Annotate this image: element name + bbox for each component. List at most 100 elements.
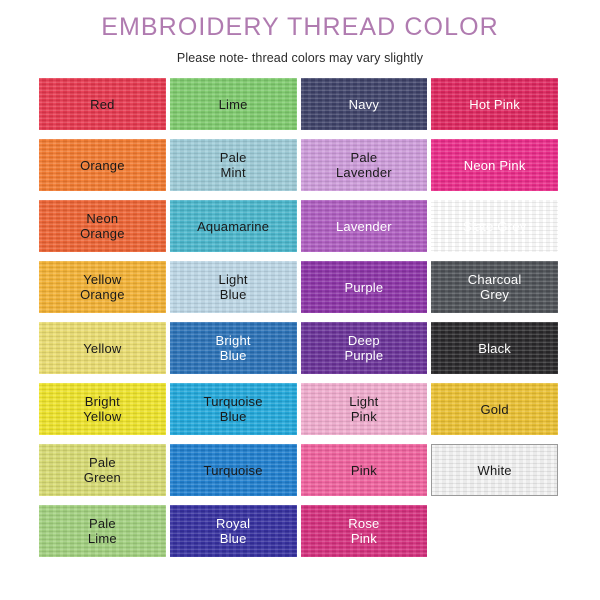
color-swatch[interactable]: Pink bbox=[300, 444, 428, 496]
swatch-label: Red bbox=[90, 96, 115, 112]
swatch-fill bbox=[169, 139, 297, 191]
color-swatch[interactable]: Charcoal Grey bbox=[431, 261, 558, 313]
swatch-fill bbox=[169, 322, 297, 374]
swatch-fill bbox=[431, 322, 558, 374]
swatch-label: Pink bbox=[350, 462, 377, 478]
page-subtitle: Please note- thread colors may vary slig… bbox=[176, 50, 424, 65]
swatch-fill bbox=[39, 322, 166, 374]
swatch-fill bbox=[300, 383, 428, 435]
swatch-label: Yellow bbox=[83, 340, 122, 356]
color-swatch[interactable]: Pale Lime bbox=[39, 505, 166, 557]
swatch-label: Deep Purple bbox=[344, 333, 384, 363]
page-title: EMBROIDERY THREAD COLOR bbox=[101, 13, 499, 41]
color-swatch[interactable]: Bright Blue bbox=[169, 322, 297, 374]
swatch-label: Pale Mint bbox=[219, 150, 247, 180]
swatch-fill bbox=[39, 444, 166, 496]
swatch-label: Charcoal Grey bbox=[467, 272, 522, 302]
swatch-label: Pale Green bbox=[83, 455, 121, 485]
color-swatch[interactable]: Rose Pink bbox=[300, 505, 428, 557]
color-swatch[interactable]: Gold bbox=[431, 383, 558, 435]
swatch-label: Bright Blue bbox=[215, 333, 251, 363]
swatch-fill bbox=[39, 383, 166, 435]
color-swatch[interactable]: Purple bbox=[300, 261, 428, 313]
swatch-label: Bright Yellow bbox=[83, 394, 122, 424]
swatch-label: Hot Pink bbox=[469, 96, 520, 112]
swatch-fill bbox=[300, 322, 428, 374]
swatch-fill bbox=[300, 200, 428, 252]
swatch-cell-empty bbox=[431, 505, 558, 557]
swatch-row: Orange Pale Mint Pale Lavender Neon Pink bbox=[39, 139, 562, 200]
swatch-label: Aquamarine bbox=[197, 218, 270, 234]
color-swatch[interactable]: Light Blue bbox=[169, 261, 297, 313]
swatch-row: Yellow Orange Light Blue Purple Charcoal Gr… bbox=[39, 261, 562, 322]
swatch-fill bbox=[169, 78, 297, 130]
color-swatch[interactable]: Deep Purple bbox=[300, 322, 428, 374]
color-swatch[interactable]: Neon Orange bbox=[39, 200, 166, 252]
color-swatch[interactable]: Lime bbox=[169, 78, 297, 130]
color-swatch[interactable]: Royal Blue bbox=[169, 505, 297, 557]
swatch-row: Red Lime Navy Hot Pink bbox=[39, 78, 562, 139]
swatch-fill bbox=[431, 261, 558, 313]
color-swatch[interactable]: Hot Pink bbox=[431, 78, 558, 130]
swatch-row: Neon Orange Aquamarine Lavender Slate Grey bbox=[39, 200, 562, 261]
swatch-fill bbox=[431, 139, 558, 191]
color-swatch[interactable]: Light Pink bbox=[300, 383, 428, 435]
swatch-fill bbox=[39, 139, 166, 191]
swatch-fill bbox=[169, 505, 297, 557]
swatch-row: Pale Lime Royal Blue Rose Pink bbox=[39, 505, 562, 566]
color-swatch[interactable]: Navy bbox=[300, 78, 428, 130]
swatch-fill bbox=[431, 444, 558, 496]
swatch-fill bbox=[39, 78, 166, 130]
color-swatch[interactable]: Turquoise Blue bbox=[169, 383, 297, 435]
color-swatch[interactable]: Pale Green bbox=[39, 444, 166, 496]
swatch-fill bbox=[300, 261, 428, 313]
swatch-fill bbox=[169, 261, 297, 313]
color-swatch[interactable]: Yellow Orange bbox=[39, 261, 166, 313]
swatch-row: Pale Green Turquoise Pink White bbox=[39, 444, 562, 505]
color-swatch[interactable]: Turquoise bbox=[169, 444, 297, 496]
color-swatch[interactable]: Black bbox=[431, 322, 558, 374]
swatch-row: Bright Yellow Turquoise Blue Light Pink Gol… bbox=[39, 383, 562, 444]
swatch-label: Pale Lime bbox=[87, 516, 117, 546]
swatch-fill bbox=[169, 383, 297, 435]
swatch-label: Royal Blue bbox=[216, 516, 251, 546]
swatch-fill bbox=[431, 383, 558, 435]
chart-header: EMBROIDERY THREAD COLOR Please note- thr… bbox=[0, 0, 600, 65]
swatch-label: Rose Pink bbox=[348, 516, 380, 546]
swatch-row: Yellow Bright Blue Deep Purple Black bbox=[39, 322, 562, 383]
color-swatch[interactable]: Yellow bbox=[39, 322, 166, 374]
swatch-fill bbox=[300, 78, 428, 130]
swatch-fill bbox=[39, 505, 166, 557]
swatch-fill bbox=[169, 444, 297, 496]
swatch-label: Pale Lavender bbox=[335, 150, 392, 180]
swatch-label: Slate Grey bbox=[462, 218, 527, 234]
swatch-fill bbox=[39, 200, 166, 252]
color-swatch[interactable]: Pale Lavender bbox=[300, 139, 428, 191]
color-swatch[interactable]: Red bbox=[39, 78, 166, 130]
swatch-label: Black bbox=[478, 340, 512, 356]
color-swatch[interactable]: Slate Grey bbox=[431, 200, 558, 252]
color-swatch[interactable]: White bbox=[431, 444, 558, 496]
swatch-label: Purple bbox=[344, 279, 384, 295]
swatch-label: Light Pink bbox=[349, 394, 379, 424]
swatch-label: Neon Pink bbox=[463, 157, 526, 173]
swatch-fill bbox=[300, 444, 428, 496]
swatch-label: Navy bbox=[348, 96, 380, 112]
color-swatch[interactable]: Bright Yellow bbox=[39, 383, 166, 435]
swatch-label: White bbox=[477, 462, 512, 478]
swatch-label: Turquoise bbox=[203, 462, 263, 478]
swatch-label: Neon Orange bbox=[80, 211, 125, 241]
swatch-label: Orange bbox=[80, 157, 125, 173]
color-swatch[interactable]: Pale Mint bbox=[169, 139, 297, 191]
color-swatch[interactable]: Neon Pink bbox=[431, 139, 558, 191]
swatch-label: Yellow Orange bbox=[80, 272, 125, 302]
color-swatch[interactable]: Lavender bbox=[300, 200, 428, 252]
color-swatch[interactable]: Orange bbox=[39, 139, 166, 191]
swatch-label: Light Blue bbox=[218, 272, 248, 302]
swatch-label: Lavender bbox=[335, 218, 392, 234]
swatch-fill bbox=[169, 200, 297, 252]
swatch-fill bbox=[39, 261, 166, 313]
swatch-grid: Red Lime Navy Hot Pink Orange Pale Mint Pale L… bbox=[39, 78, 562, 566]
swatch-fill bbox=[431, 200, 558, 252]
color-swatch[interactable]: Aquamarine bbox=[169, 200, 297, 252]
